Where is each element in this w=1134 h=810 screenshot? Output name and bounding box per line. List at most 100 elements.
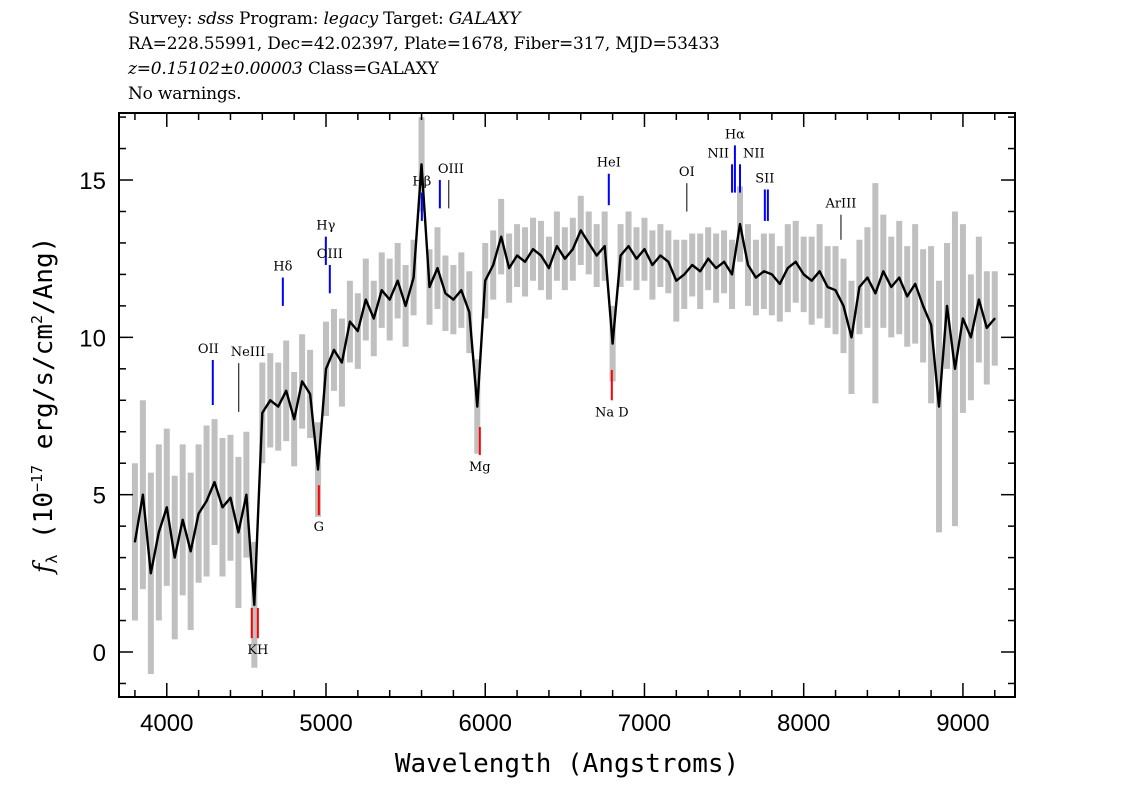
flux-point bbox=[181, 519, 184, 521]
header-line-1: Survey: sdss Program: legacy Target: GAL… bbox=[128, 9, 520, 29]
y-label-exp: −17 bbox=[28, 465, 46, 492]
x-tick-label: 7000 bbox=[618, 710, 671, 737]
flux-point bbox=[460, 289, 463, 291]
flux-point bbox=[237, 531, 240, 534]
flux-point bbox=[468, 311, 471, 313]
flux-point bbox=[611, 342, 614, 345]
flux-points bbox=[134, 163, 996, 606]
flux-point bbox=[428, 286, 431, 288]
flux-point bbox=[595, 254, 598, 257]
flux-point bbox=[938, 405, 940, 408]
plot-frame bbox=[118, 112, 1016, 698]
flux-point bbox=[404, 305, 407, 307]
flux-point bbox=[436, 267, 439, 269]
flux-point bbox=[221, 506, 224, 509]
line-label: Hα bbox=[725, 127, 745, 142]
flux-point bbox=[667, 261, 670, 263]
flux-point bbox=[388, 298, 391, 301]
line-label: OIII bbox=[317, 247, 343, 262]
flux-point bbox=[444, 292, 447, 295]
line-label: Hδ bbox=[273, 260, 292, 275]
flux-point bbox=[779, 283, 781, 285]
flux-point bbox=[818, 270, 821, 273]
flux-point bbox=[579, 229, 582, 232]
line-label: Na D bbox=[595, 405, 629, 420]
flux-point bbox=[253, 604, 256, 606]
flux-point bbox=[651, 264, 654, 266]
flux-point bbox=[357, 330, 359, 332]
flux-point bbox=[587, 242, 590, 244]
line-label: KH bbox=[247, 643, 268, 658]
flux-point bbox=[380, 289, 383, 291]
flux-point bbox=[325, 368, 327, 370]
line-label: NII bbox=[743, 146, 765, 161]
flux-point bbox=[834, 289, 837, 291]
flux-point bbox=[205, 500, 208, 502]
flux-point bbox=[699, 270, 701, 273]
flux-point bbox=[659, 254, 662, 257]
flux-point bbox=[731, 273, 733, 276]
flux-point bbox=[635, 257, 638, 260]
flux-point bbox=[946, 305, 948, 307]
flux-point bbox=[293, 418, 295, 420]
flux-point bbox=[548, 267, 550, 269]
y-label-b: erg/s/cm bbox=[29, 324, 59, 465]
spectral-line-markers: OII NeIII Hδ Hγ OIII Hβ OIII HeI OI NII Hα NII SII Ar… bbox=[198, 127, 857, 658]
line-label: OI bbox=[679, 165, 695, 180]
flux-point bbox=[763, 270, 765, 273]
flux-point bbox=[500, 235, 502, 238]
header-line-2: RA=228.55991, Dec=42.02397, Plate=1678, … bbox=[128, 34, 720, 54]
flux-point bbox=[476, 405, 479, 408]
flux-point bbox=[691, 264, 694, 266]
survey-value: sdss bbox=[197, 9, 234, 29]
flux-point bbox=[802, 273, 805, 276]
flux-point bbox=[723, 261, 725, 263]
flux-point bbox=[794, 261, 797, 263]
flux-point bbox=[810, 279, 813, 282]
line-label: ArIII bbox=[824, 197, 856, 212]
program-label: Program: bbox=[239, 9, 319, 29]
flux-point bbox=[165, 506, 168, 509]
flux-point bbox=[858, 286, 861, 288]
flux-point bbox=[420, 163, 423, 166]
flux-point bbox=[826, 286, 829, 288]
y-label-a: (10 bbox=[29, 492, 59, 555]
flux-point bbox=[914, 283, 916, 285]
x-axis-label: Wavelength (Angstroms) bbox=[395, 749, 739, 779]
flux-point bbox=[643, 248, 646, 251]
flux-point bbox=[850, 336, 853, 339]
flux-point bbox=[197, 512, 200, 515]
flux-point bbox=[564, 257, 566, 260]
flux-point bbox=[755, 276, 757, 279]
flux-point bbox=[189, 550, 192, 553]
flux-point bbox=[333, 349, 335, 351]
class-value: Class=GALAXY bbox=[307, 59, 439, 79]
flux-point bbox=[707, 257, 709, 260]
y-tick-label: 0 bbox=[93, 640, 106, 667]
x-tick-label: 6000 bbox=[459, 710, 512, 737]
flux-point bbox=[962, 317, 964, 320]
survey-label: Survey: bbox=[128, 9, 193, 29]
flux-point bbox=[269, 399, 272, 402]
line-label: SII bbox=[755, 171, 774, 186]
x-tick-label: 4000 bbox=[140, 710, 193, 737]
line-label: OII bbox=[198, 342, 219, 357]
flux-point bbox=[301, 380, 303, 383]
y-tick-label: 5 bbox=[93, 483, 106, 510]
header-line-3: z=0.15102±0.00003 Class=GALAXY bbox=[128, 59, 439, 79]
flux-point bbox=[747, 264, 749, 266]
axis-ticks: 4000 5000 6000 7000 8000 9000 0 5 10 15 bbox=[79, 113, 1015, 737]
flux-point bbox=[715, 267, 717, 269]
x-tick-label: 5000 bbox=[299, 710, 352, 737]
y-label-c: /Ang) bbox=[29, 237, 59, 315]
redshift: z=0.15102±0.00003 bbox=[128, 59, 303, 79]
flux-point bbox=[993, 317, 996, 320]
flux-point bbox=[906, 295, 908, 298]
flux-point bbox=[508, 267, 510, 269]
flux-point bbox=[619, 254, 622, 257]
flux-point bbox=[970, 336, 972, 339]
line-label: NII bbox=[707, 146, 729, 161]
flux-point bbox=[245, 493, 248, 496]
flux-point bbox=[309, 393, 311, 395]
